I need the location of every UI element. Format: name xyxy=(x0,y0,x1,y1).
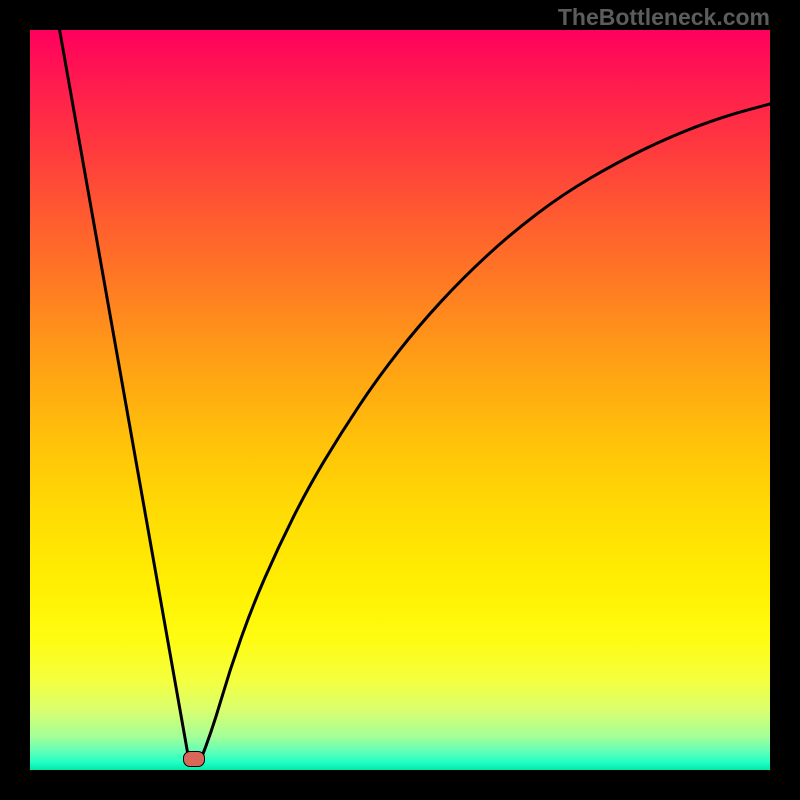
chart-container: TheBottleneck.com xyxy=(0,0,800,800)
heat-gradient-background xyxy=(30,30,770,770)
watermark-text: TheBottleneck.com xyxy=(558,4,770,31)
plot-area xyxy=(30,30,770,770)
optimum-marker xyxy=(183,751,205,767)
